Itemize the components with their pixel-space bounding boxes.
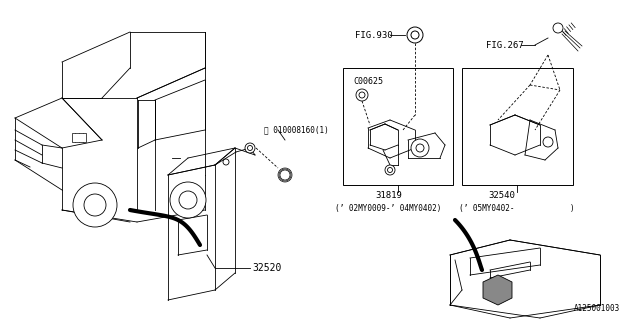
Bar bbox=[72, 133, 86, 142]
Text: (’ 05MY0402-            ): (’ 05MY0402- ) bbox=[459, 204, 575, 212]
Circle shape bbox=[279, 169, 291, 181]
Circle shape bbox=[248, 146, 253, 150]
Circle shape bbox=[280, 170, 290, 180]
Text: 32540: 32540 bbox=[488, 190, 515, 199]
Circle shape bbox=[245, 143, 255, 153]
Circle shape bbox=[407, 27, 423, 43]
Text: 31819: 31819 bbox=[375, 190, 402, 199]
Bar bbox=[343, 68, 453, 185]
Circle shape bbox=[411, 139, 429, 157]
Text: Ⓑ 010008160(1): Ⓑ 010008160(1) bbox=[264, 125, 329, 134]
Circle shape bbox=[84, 194, 106, 216]
Circle shape bbox=[73, 183, 117, 227]
Polygon shape bbox=[483, 275, 512, 305]
Circle shape bbox=[411, 31, 419, 39]
Circle shape bbox=[553, 23, 563, 33]
Circle shape bbox=[179, 191, 197, 209]
Text: FIG.930: FIG.930 bbox=[355, 30, 392, 39]
Text: FIG.267: FIG.267 bbox=[486, 41, 524, 50]
Circle shape bbox=[223, 159, 229, 165]
Circle shape bbox=[387, 167, 392, 172]
Circle shape bbox=[278, 168, 292, 182]
Text: A125001003: A125001003 bbox=[573, 304, 620, 313]
Text: 32520: 32520 bbox=[252, 263, 282, 273]
Circle shape bbox=[385, 165, 395, 175]
Circle shape bbox=[416, 144, 424, 152]
Bar bbox=[462, 68, 573, 185]
Circle shape bbox=[359, 92, 365, 98]
Circle shape bbox=[356, 89, 368, 101]
Text: C00625: C00625 bbox=[353, 77, 383, 86]
Text: (’ 02MY0009-’ 04MY0402): (’ 02MY0009-’ 04MY0402) bbox=[335, 204, 442, 212]
Circle shape bbox=[543, 137, 553, 147]
Circle shape bbox=[170, 182, 206, 218]
